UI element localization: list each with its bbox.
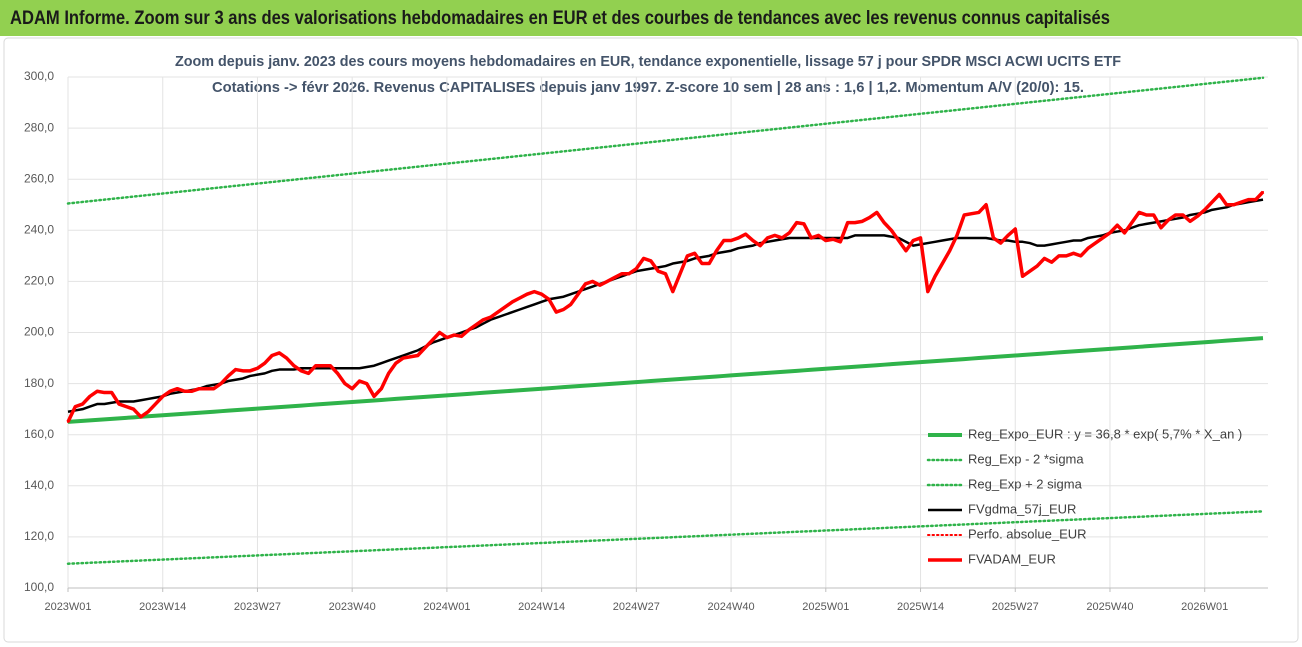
- legend-label: Perfo. absolue_EUR: [968, 526, 1087, 541]
- x-tick-label: 2025W40: [1086, 601, 1133, 613]
- y-tick-label: 160,0: [24, 427, 54, 441]
- x-tick-label: 2024W14: [518, 601, 565, 613]
- x-tick-label: 2024W27: [613, 601, 660, 613]
- y-tick-label: 260,0: [24, 171, 54, 185]
- legend-label: FVADAM_EUR: [968, 551, 1056, 566]
- y-tick-label: 240,0: [24, 222, 54, 236]
- x-tick-label: 2023W01: [44, 601, 91, 613]
- x-tick-label: 2024W01: [423, 601, 470, 613]
- chart-frame: [3, 37, 1299, 643]
- legend-label: Reg_Exp + 2 sigma: [968, 476, 1083, 491]
- y-tick-label: 280,0: [24, 120, 54, 134]
- chart-subtitle: Cotations -> févr 2026. Revenus CAPITALI…: [212, 79, 1084, 96]
- y-tick-label: 120,0: [24, 529, 54, 543]
- x-tick-label: 2023W14: [139, 601, 186, 613]
- y-tick-label: 200,0: [24, 325, 54, 339]
- legend-label: Reg_Exp - 2 *sigma: [968, 451, 1084, 466]
- x-tick-label: 2023W40: [329, 601, 376, 613]
- header-bar: [0, 0, 1302, 36]
- legend-label: FVgdma_57j_EUR: [968, 501, 1076, 516]
- y-tick-label: 300,0: [24, 69, 54, 83]
- chart-title: Zoom depuis janv. 2023 des cours moyens …: [175, 53, 1121, 70]
- x-tick-label: 2026W01: [1181, 601, 1228, 613]
- y-tick-label: 220,0: [24, 274, 54, 288]
- y-tick-label: 140,0: [24, 478, 54, 492]
- x-tick-label: 2025W27: [992, 601, 1039, 613]
- x-tick-label: 2025W01: [802, 601, 849, 613]
- header-title: ADAM Informe. Zoom sur 3 ans des valoris…: [10, 8, 1110, 29]
- y-tick-label: 100,0: [24, 580, 54, 594]
- series-line: [66, 510, 1265, 565]
- series-line: [67, 198, 1264, 413]
- x-tick-label: 2025W14: [897, 601, 944, 613]
- series-line: [66, 190, 1265, 423]
- x-tick-label: 2023W27: [234, 601, 281, 613]
- series-line: [67, 336, 1264, 424]
- legend-label: Reg_Expo_EUR : y = 36,8 * exp( 5,7% * X_…: [968, 426, 1242, 441]
- y-tick-label: 180,0: [24, 376, 54, 390]
- series-line: [66, 76, 1265, 205]
- x-tick-label: 2024W40: [708, 601, 755, 613]
